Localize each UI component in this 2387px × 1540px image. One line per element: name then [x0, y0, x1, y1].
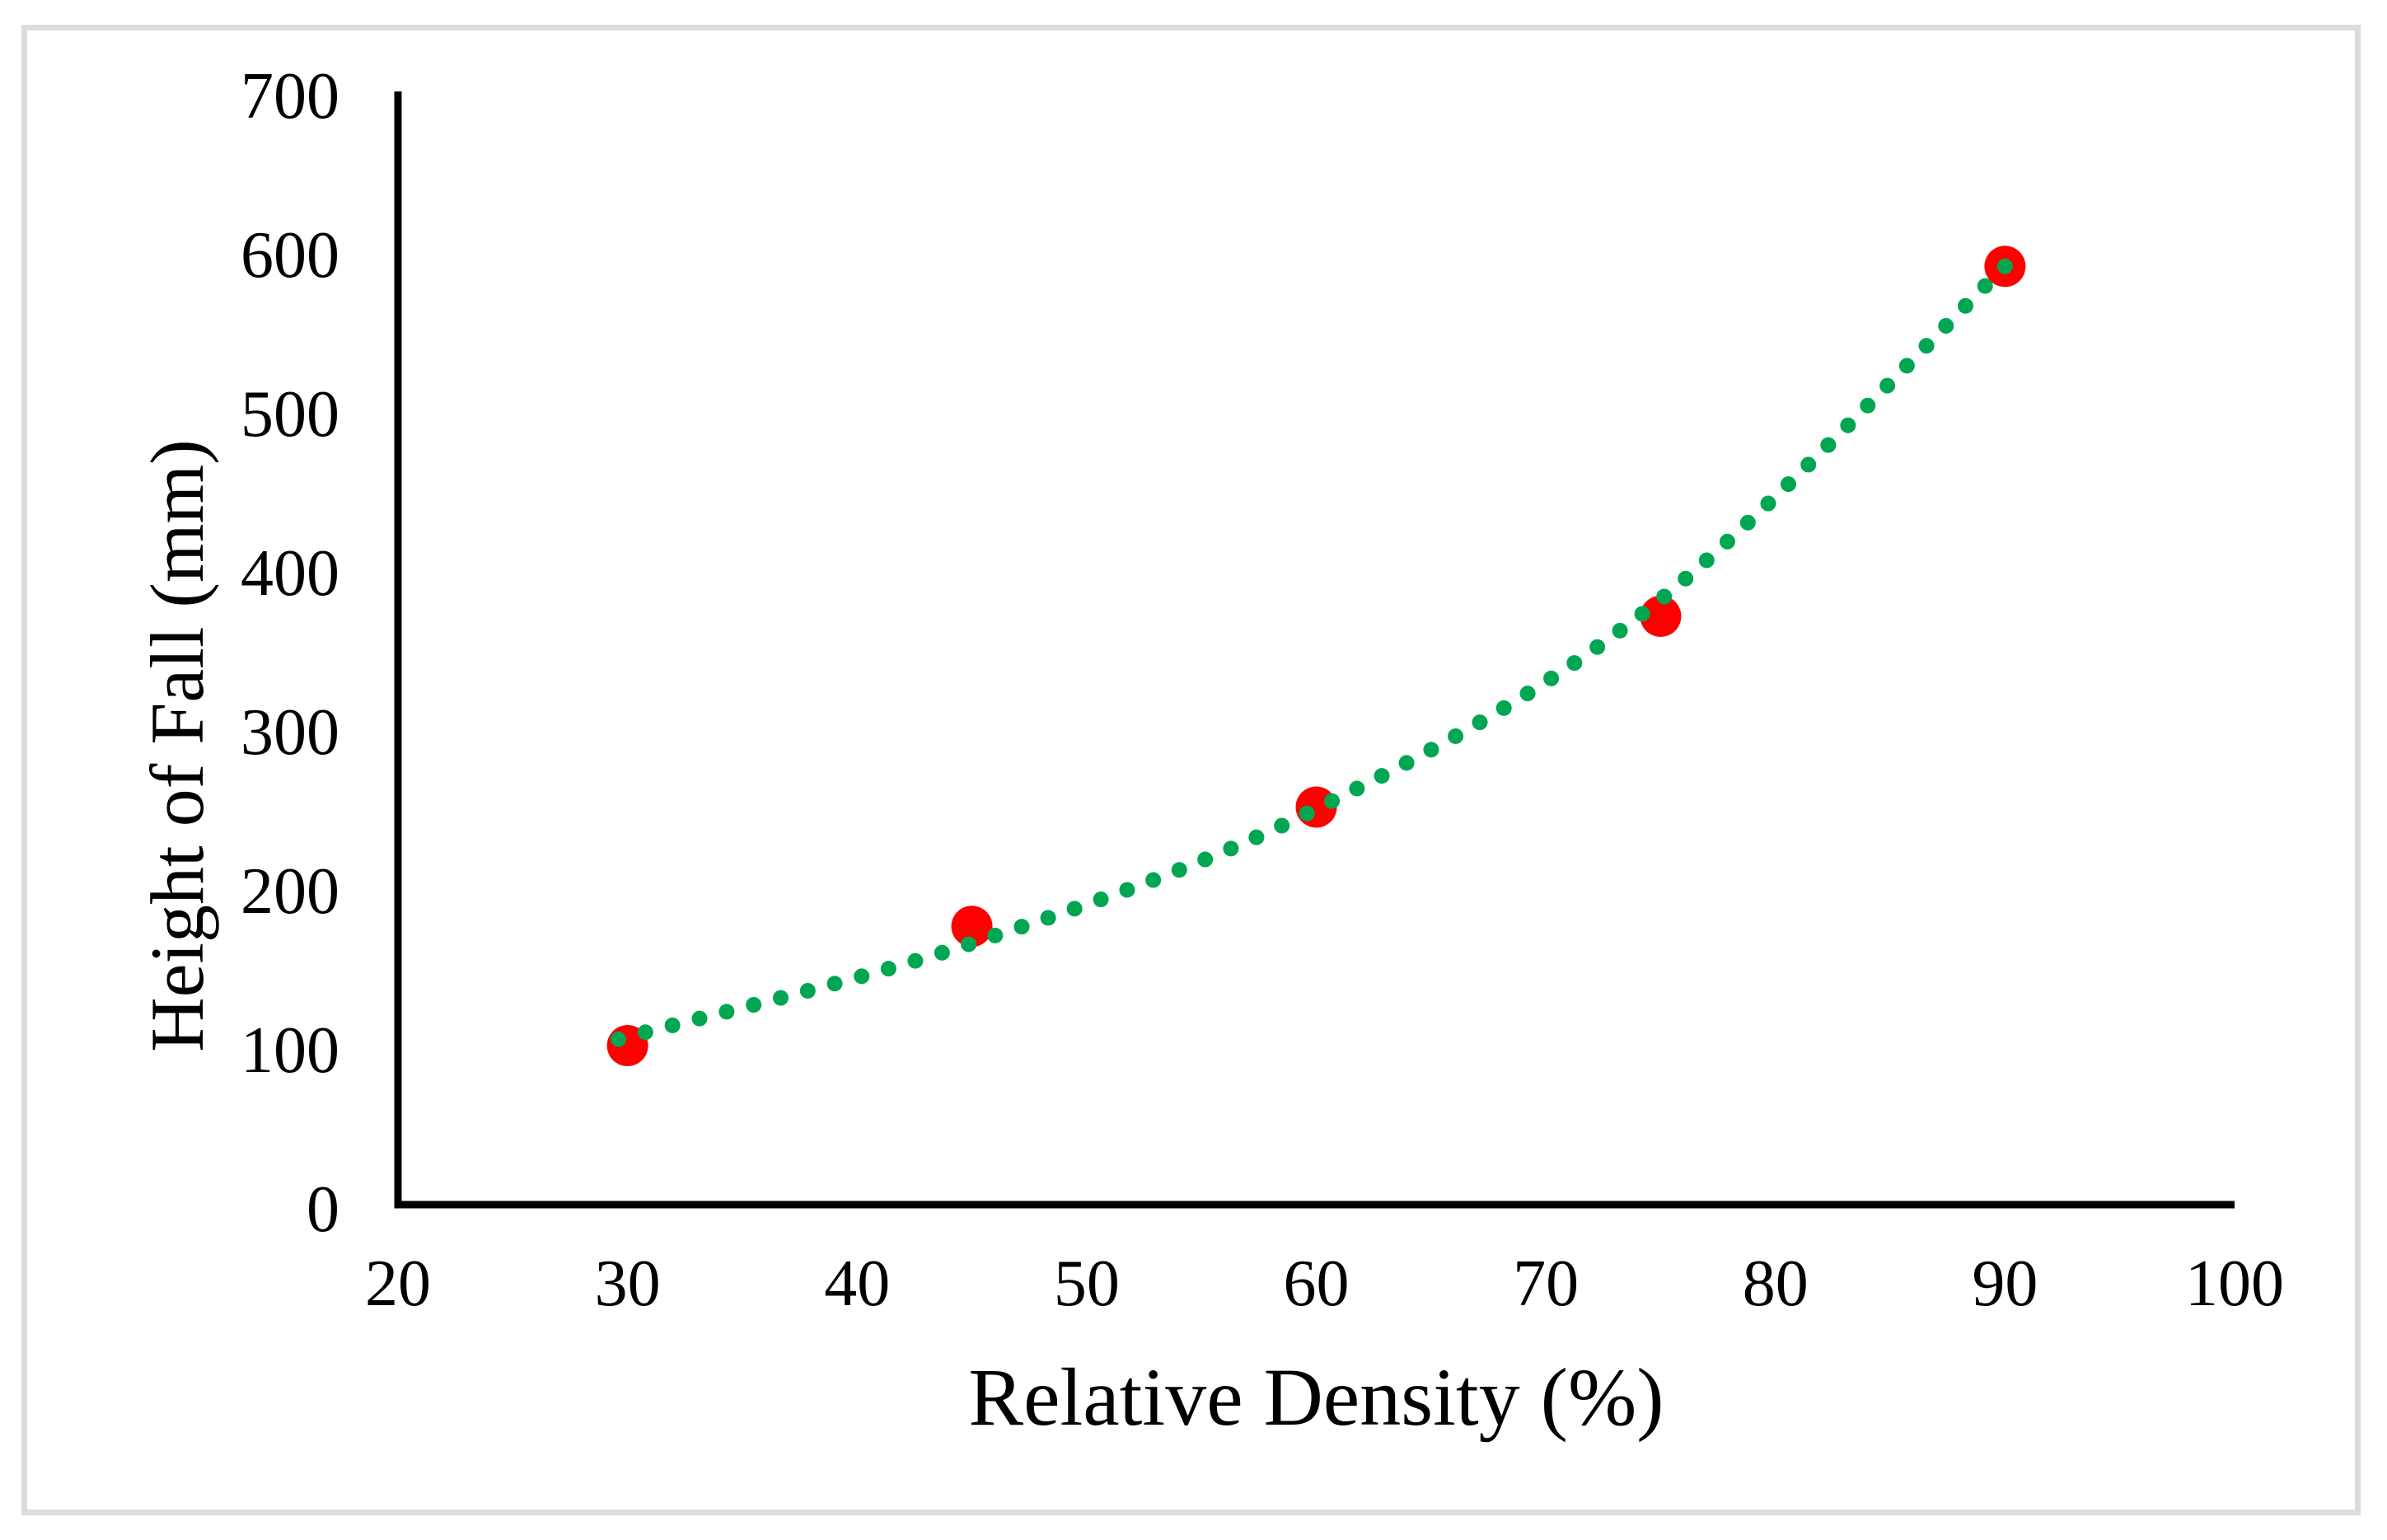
x-tick-label: 30	[595, 1247, 661, 1320]
trendline-dot	[1472, 714, 1488, 731]
trendline-dot	[1800, 456, 1817, 473]
figure-border	[21, 25, 2361, 1515]
x-tick-label: 50	[1054, 1247, 1120, 1320]
trendline-dot	[854, 968, 870, 985]
trendline-dot	[826, 976, 843, 992]
y-tick-label: 400	[241, 537, 339, 610]
trendline-dot	[1938, 317, 1954, 334]
trendline-dot	[718, 1004, 735, 1020]
trendline-dot	[1145, 872, 1162, 888]
trendline-dot	[1589, 639, 1606, 655]
trendline-dot	[1013, 919, 1030, 935]
trendline-dot	[1760, 495, 1776, 512]
trendline-dot	[1324, 793, 1341, 809]
trendline-dot	[1566, 655, 1583, 672]
x-tick-label: 90	[1972, 1247, 2038, 1320]
trendline-dot	[1719, 533, 1735, 550]
trendline-dot	[773, 990, 789, 1006]
x-tick-label: 70	[1513, 1247, 1579, 1320]
trendline-dot	[691, 1010, 708, 1027]
trendline-dot	[1223, 840, 1239, 857]
trendline-dot	[987, 927, 1004, 943]
trendline-dot	[880, 961, 896, 977]
trendline-dot	[1448, 728, 1464, 744]
data-point-marker	[1640, 595, 1682, 637]
x-tick-label: 80	[1743, 1247, 1809, 1320]
trendline-dot	[1698, 552, 1715, 569]
trendline-dot	[1248, 829, 1265, 845]
trendline-dot	[610, 1031, 626, 1047]
y-tick-label: 200	[241, 855, 339, 928]
trendline-dot	[1780, 476, 1796, 493]
trendline-dot	[1423, 742, 1439, 758]
trendline-dot	[1634, 606, 1650, 622]
trendline-dot	[1918, 338, 1935, 354]
y-axis-title: Height of Fall (mm)	[135, 439, 219, 1052]
trendline-dot	[1612, 622, 1628, 639]
trendline-dot	[907, 953, 924, 969]
data-point-marker	[951, 906, 993, 948]
trendline-dot	[934, 944, 950, 961]
y-tick-label: 500	[241, 378, 339, 451]
x-tick-label: 60	[1284, 1247, 1350, 1320]
y-tick-label: 600	[241, 219, 339, 292]
trendline-dot	[1879, 377, 1896, 394]
trendline-dot	[1495, 700, 1512, 716]
trendline-dot	[1898, 358, 1915, 374]
trendline-dot	[1274, 817, 1290, 834]
x-tick-label: 20	[365, 1247, 431, 1320]
trendline-dot	[1066, 901, 1083, 917]
trendline-dot	[637, 1024, 653, 1041]
trendline-dot	[664, 1017, 681, 1033]
trendline-dot	[1860, 397, 1876, 414]
trendline-dot	[799, 983, 816, 999]
trendline-dot	[1739, 514, 1756, 531]
trendline-dot	[1093, 892, 1109, 908]
trendline-dot	[746, 997, 762, 1013]
trendline-dot	[1398, 755, 1415, 771]
trendline-dot	[1977, 278, 1993, 294]
trendline-dot	[1543, 670, 1560, 686]
trendline-dot	[1119, 882, 1135, 898]
trendline-dot	[1957, 297, 1973, 314]
trendline-dot	[1656, 588, 1673, 605]
y-tick-label: 0	[307, 1173, 339, 1246]
trendline-dot	[1171, 862, 1187, 878]
trendline-dot	[1349, 780, 1365, 797]
trendline-dot	[1299, 805, 1315, 821]
trendline-dot	[1040, 910, 1056, 926]
x-tick-label: 100	[2185, 1247, 2284, 1320]
trendline-dot	[1519, 686, 1536, 702]
trendline-dot	[1678, 570, 1694, 587]
trendline-dot	[1820, 437, 1837, 453]
trendline-dot	[1374, 768, 1390, 784]
y-tick-label: 100	[241, 1014, 339, 1087]
x-tick-label: 40	[824, 1247, 890, 1320]
trendline-dot	[1840, 417, 1856, 433]
y-tick-label: 700	[241, 60, 339, 133]
y-tick-label: 300	[241, 696, 339, 769]
x-axis-title: Relative Density (%)	[968, 1351, 1664, 1443]
trendline-dot	[1197, 851, 1214, 868]
trendline-dot	[1996, 258, 2013, 274]
trendline-dot	[961, 936, 977, 953]
